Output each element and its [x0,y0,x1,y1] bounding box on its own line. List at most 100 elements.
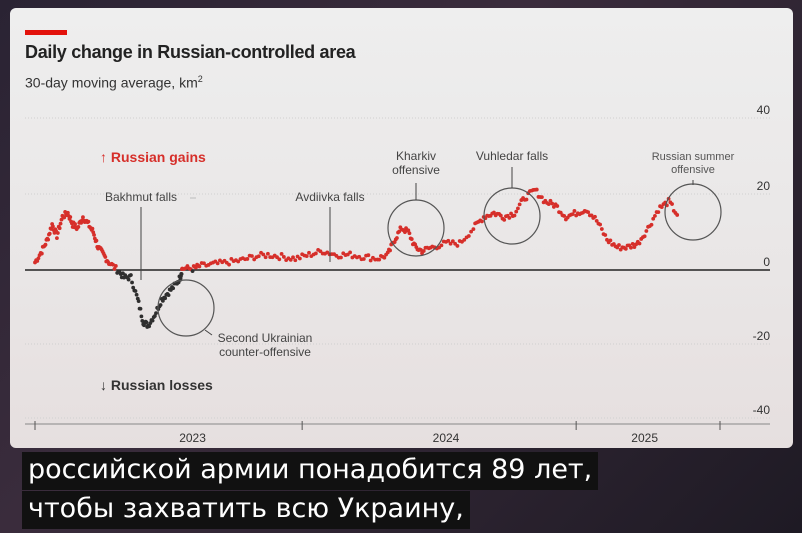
data-point [630,242,635,246]
subtitle-caption-line-1: российской армии понадобится 89 лет, [22,452,599,490]
data-point [448,241,453,246]
data-point [339,255,343,260]
data-point [144,320,149,325]
data-point [313,251,318,256]
data-point [644,229,649,233]
data-point [406,228,411,233]
data-point [65,210,70,215]
data-point [160,298,165,303]
annotation-bakhmut: Bakhmut falls [105,190,177,204]
data-point [73,222,77,226]
data-point [171,286,176,291]
data-point [546,202,551,206]
annotation-counter-offensive: Second Ukrainian counter-offensive [218,331,313,359]
data-point [570,212,575,216]
data-point [649,222,654,227]
data-point [307,250,311,255]
data-point [632,245,637,249]
data-point [261,252,266,257]
data-point [215,261,220,266]
chart-subtitle-text: 30-day moving average, km [25,74,198,91]
data-point [250,254,254,258]
data-point [148,321,153,326]
data-point [147,324,152,329]
data-point [603,233,608,237]
data-points [33,187,680,329]
data-point [480,219,484,224]
data-point [492,210,496,215]
chart-title: Daily change in Russian-controlled area [25,42,356,62]
data-point [670,202,674,206]
data-point [94,238,99,243]
data-point [36,256,41,261]
data-point [158,303,163,307]
data-point [138,306,143,311]
data-point [502,217,507,222]
data-point [277,257,282,262]
grid-lines [25,117,770,419]
data-point [377,257,382,262]
data-point [555,204,560,208]
data-point [466,234,471,238]
data-point [548,198,553,203]
data-point [281,255,286,259]
data-point [291,255,295,260]
data-point [357,254,362,259]
data-point [139,314,144,319]
y-tick-label: -40 [753,403,771,417]
data-point [469,229,474,234]
data-point [131,285,136,290]
x-tick-label: 2025 [631,431,658,445]
data-point [190,269,195,274]
subtitle-caption-line-2: чтобы захватить всю Украину, [22,491,470,529]
data-point [129,273,133,277]
data-point [629,245,633,250]
y-tick-label: 20 [757,179,771,193]
data-point [47,231,52,236]
data-point [112,266,117,271]
data-point [152,314,157,318]
data-point [130,280,134,285]
data-point [57,226,62,231]
data-point [58,221,63,226]
y-tick-label: -20 [753,329,771,343]
data-point [653,213,657,218]
data-point [256,254,261,259]
data-point [450,239,455,244]
data-point [594,218,599,223]
data-point [202,261,206,266]
chart-subtitle: 30-day moving average, km2 [25,74,203,91]
data-point [409,237,414,241]
data-point [388,248,392,253]
brand-tag [25,30,67,35]
annotation-vuhledar: Vuhledar falls [476,149,548,163]
annotation-avdiivka: Avdiivka falls [295,190,364,204]
data-point [126,277,131,282]
data-point [608,238,613,243]
data-point [166,293,171,298]
data-point [76,224,81,229]
data-point [512,213,517,218]
data-point [455,244,460,248]
data-point [348,250,352,255]
data-point [516,206,520,211]
data-point [418,248,423,252]
annotation-line [204,329,213,336]
data-point [524,197,529,202]
x-axis: 2023 2024 2025 [25,421,770,445]
data-point [318,249,323,254]
data-point [293,258,298,263]
data-point [471,227,476,232]
data-point [623,246,628,251]
y-tick-labels: 40 20 0 -20 -40 [753,103,771,417]
data-point [236,259,241,264]
data-point [288,257,293,262]
losses-label: ↓ Russian losses [100,377,213,393]
data-point [136,299,141,304]
data-point [179,272,184,276]
data-point [43,242,48,247]
data-point [675,213,680,217]
data-point [150,318,155,323]
data-point [421,249,426,253]
data-point [540,195,544,199]
